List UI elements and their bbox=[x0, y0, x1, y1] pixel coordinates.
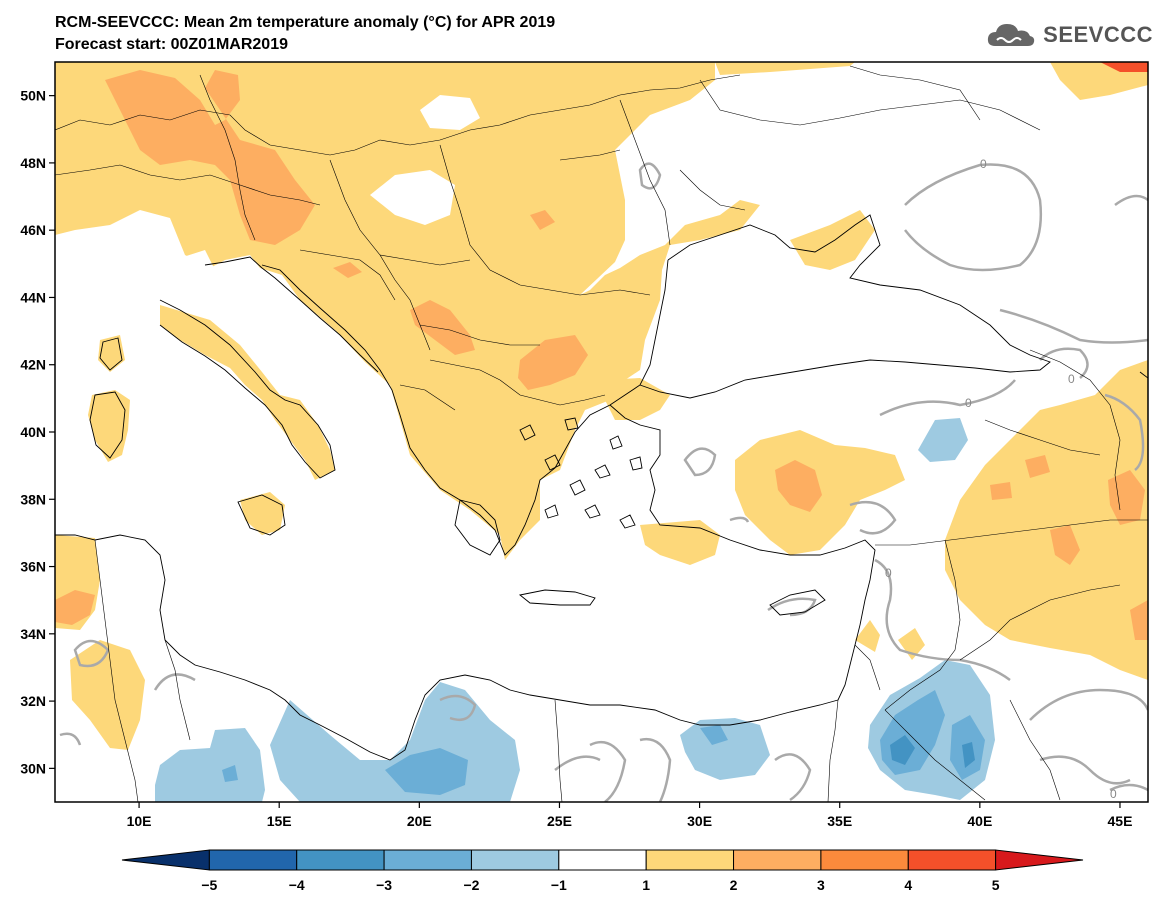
colorbar-tick-label: −2 bbox=[463, 877, 479, 893]
lat-tick-label: 32N bbox=[20, 693, 46, 709]
colorbar-segment bbox=[733, 849, 822, 871]
lon-tick-label: 10E bbox=[127, 813, 152, 829]
lat-tick-label: 30N bbox=[20, 760, 46, 776]
warm-area-turkey bbox=[600, 378, 905, 565]
colorbar-tick-label: −5 bbox=[201, 877, 217, 893]
warm-area-middle-east bbox=[855, 360, 1148, 680]
colorbar-segment bbox=[907, 849, 997, 871]
colorbar-segment bbox=[558, 849, 647, 871]
lon-tick-label: 25E bbox=[547, 813, 572, 829]
warm-area-sardinia bbox=[88, 335, 130, 462]
colorbar-segment bbox=[383, 849, 472, 871]
colorbar-tick-label: 3 bbox=[817, 877, 825, 893]
colorbar-tick-label: 2 bbox=[730, 877, 738, 893]
colorbar-segment bbox=[470, 849, 560, 871]
coastlines bbox=[55, 214, 1148, 761]
neutral-hole-hungary bbox=[370, 170, 455, 225]
neutral-hole-italy-n bbox=[180, 250, 215, 282]
warm4-patch bbox=[1100, 62, 1148, 72]
forecast-start-label: Forecast start: 00Z01MAR2019 bbox=[55, 36, 288, 53]
lat-tick-label: 34N bbox=[20, 626, 46, 642]
lat-tick-label: 38N bbox=[20, 491, 46, 507]
lat-tick-label: 46N bbox=[20, 222, 46, 238]
lat-tick-label: 44N bbox=[20, 289, 46, 305]
colorbar-tick-label: 5 bbox=[992, 877, 1000, 893]
warm2-area-turkey bbox=[775, 460, 822, 512]
lat-tick-label: 40N bbox=[20, 424, 46, 440]
colorbar-segment bbox=[121, 849, 210, 871]
country-borders bbox=[55, 65, 1148, 802]
colorbar-segment bbox=[645, 849, 735, 871]
map-title: RCM-SEEVCCC: Mean 2m temperature anomaly… bbox=[55, 14, 556, 31]
warm-area-italy bbox=[160, 305, 335, 480]
warm2-area-balkans bbox=[333, 210, 588, 390]
colorbar-segment bbox=[296, 849, 385, 871]
cool3-area-arabia bbox=[890, 735, 975, 768]
colorbar-segment bbox=[820, 849, 909, 871]
colorbar-tick-label: −1 bbox=[551, 877, 567, 893]
lat-tick-label: 48N bbox=[20, 155, 46, 171]
contour-label: 0 bbox=[980, 157, 987, 171]
cloud-icon bbox=[988, 24, 1035, 46]
neutral-hole-poland bbox=[420, 95, 480, 130]
lon-tick-label: 20E bbox=[407, 813, 432, 829]
lon-tick-label: 35E bbox=[827, 813, 852, 829]
colorbar-tick-label: −4 bbox=[289, 877, 305, 893]
lon-tick-label: 45E bbox=[1108, 813, 1133, 829]
colorbar: −5 −4 −3 −2 −1 1 2 3 4 5 bbox=[121, 849, 1084, 893]
lat-tick-label: 42N bbox=[20, 357, 46, 373]
colorbar-tick-label: −3 bbox=[376, 877, 392, 893]
colorbar-segment bbox=[208, 849, 298, 871]
warm2-area-middle-east bbox=[55, 455, 1148, 640]
warm-area-crimea bbox=[790, 210, 875, 270]
contour-label: 0 bbox=[885, 566, 892, 580]
lon-tick-label: 15E bbox=[267, 813, 292, 829]
warm-area-europe bbox=[55, 62, 1148, 560]
logo-text: SEEVCCC bbox=[1043, 22, 1153, 47]
warm2-area-alps bbox=[105, 70, 315, 245]
contour-label: 0 bbox=[1110, 787, 1117, 801]
lat-tick-label: 36N bbox=[20, 559, 46, 575]
map-content: 0 0 0 0 0 bbox=[55, 62, 1148, 802]
contour-label: 0 bbox=[965, 396, 972, 410]
contour-labels: 0 0 0 0 0 bbox=[885, 157, 1117, 801]
cool-area-libya bbox=[155, 418, 968, 802]
lon-tick-label: 30E bbox=[687, 813, 712, 829]
lon-tick-label: 40E bbox=[967, 813, 992, 829]
colorbar-tick-label: 4 bbox=[904, 877, 912, 893]
colorbar-segment bbox=[995, 849, 1084, 871]
lat-tick-label: 50N bbox=[20, 88, 46, 104]
seevccc-logo: SEEVCCC bbox=[985, 20, 1153, 50]
longitude-axis: 10E 15E 20E 25E 30E 35E 40E 45E bbox=[127, 802, 1133, 829]
warm-area-sicily bbox=[240, 492, 285, 535]
latitude-axis: 50N 48N 46N 44N 42N 40N 38N 36N 34N 32N 30N bbox=[20, 88, 55, 776]
colorbar-tick-label: 1 bbox=[642, 877, 650, 893]
contour-label: 0 bbox=[1068, 372, 1075, 386]
